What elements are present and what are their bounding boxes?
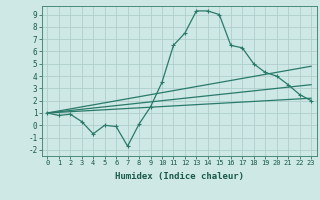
X-axis label: Humidex (Indice chaleur): Humidex (Indice chaleur): [115, 172, 244, 181]
